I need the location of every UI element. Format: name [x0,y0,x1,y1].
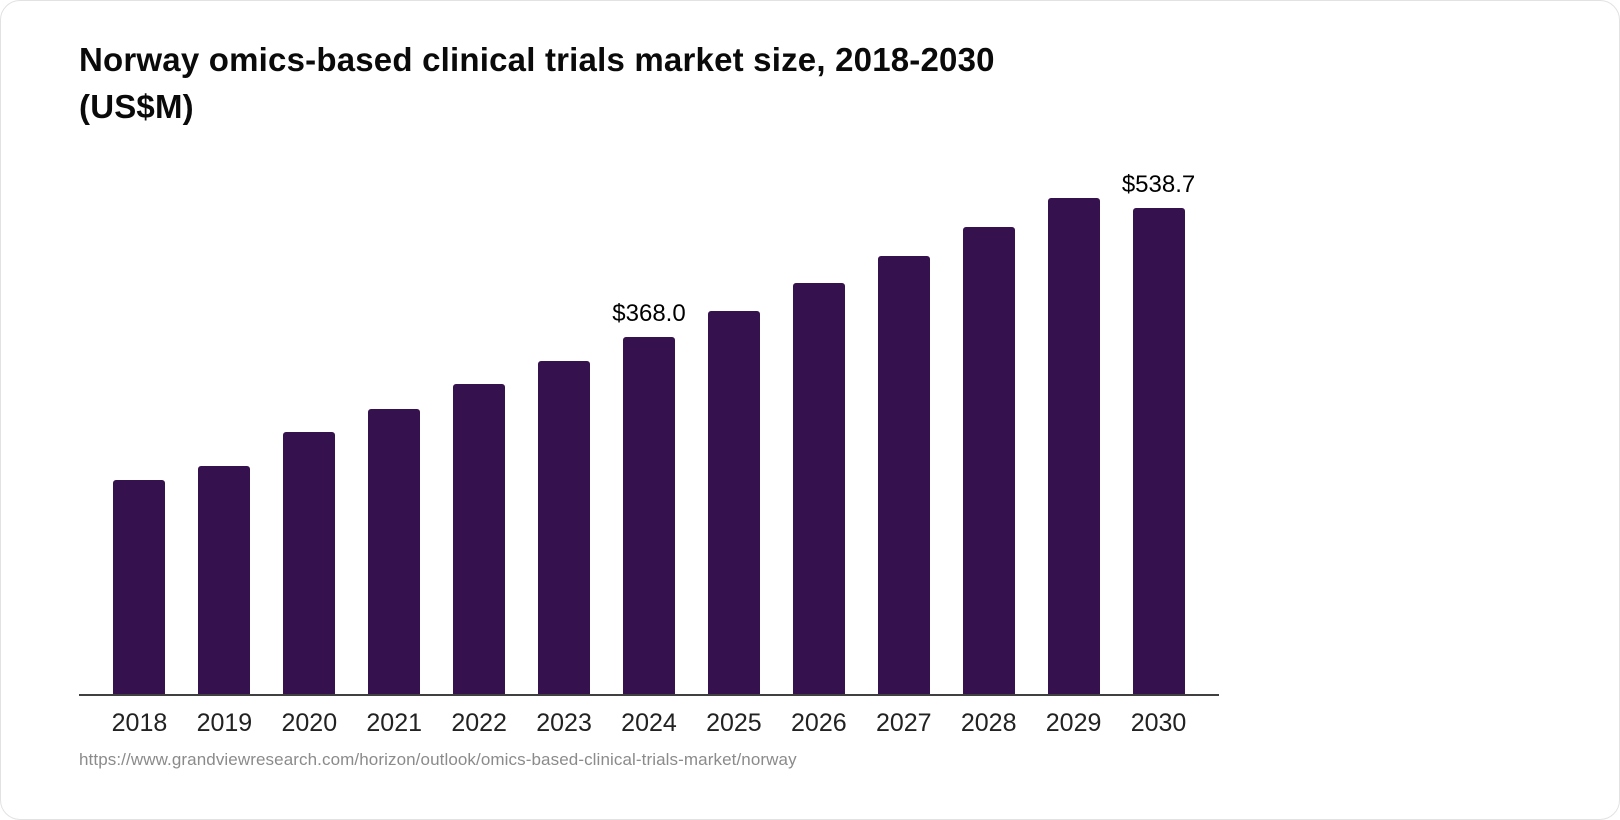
bar-chart: $368.0 $538.7 [79,171,1219,694]
bar-slot-2021 [352,171,437,694]
bar-slot-2018 [97,171,182,694]
x-axis-label-2025: 2025 [706,709,762,737]
bar-2023 [538,361,591,694]
x-axis-label-2018: 2018 [111,709,168,737]
bar-2029 [1047,198,1100,694]
bar-slot-2028 [946,171,1031,694]
bar-slot-2020 [267,171,352,694]
bar-slot-2029 [1031,171,1116,694]
x-axis-label-2019: 2019 [196,709,253,737]
bar-2024 [622,337,675,694]
bar-value-label-2030: $538.7 [1121,171,1196,198]
x-axis-label-2023: 2023 [536,709,592,737]
bar-value-label-2024: $368.0 [612,300,686,327]
x-axis-label-2028: 2028 [960,709,1017,737]
x-axis-label-2030: 2030 [1130,709,1187,737]
bar-2028 [962,227,1015,694]
bar-slot-2025 [691,171,776,694]
source-url: https://www.grandviewresearch.com/horizo… [79,750,797,769]
bars-container: $368.0 $538.7 [79,171,1219,694]
bar-slot-2019 [182,171,267,694]
bar-2020 [283,432,336,694]
bar-2018 [113,480,166,694]
bar-2027 [877,256,930,694]
bar-2019 [198,466,251,694]
bar-slot-2024: $368.0 [607,171,692,694]
bar-2030 [1132,208,1185,694]
x-axis-label-2022: 2022 [451,709,507,737]
bar-slot-2027 [861,171,946,694]
chart-title-line2: (US$M) [79,87,194,125]
bar-2021 [368,409,421,694]
chart-title: Norway omics-based clinical trials marke… [79,37,1159,131]
x-axis-label-2024: 2024 [621,709,677,737]
bar-2026 [792,283,845,694]
bar-slot-2023 [522,171,607,694]
chart-title-line1: Norway omics-based clinical trials marke… [79,41,995,78]
bar-2022 [453,384,506,694]
bar-slot-2030: $538.7 [1116,171,1201,694]
x-axis-label-2029: 2029 [1045,709,1102,737]
bar-slot-2022 [437,171,522,694]
x-axis-label-2026: 2026 [791,709,847,737]
bar-2025 [707,311,760,694]
bar-slot-2026 [776,171,861,694]
x-axis-label-2020: 2020 [281,709,338,737]
x-axis-labels: 2018 2019 2020 2021 2022 2023 2024 2025 2026 2027… [79,709,1219,738]
x-axis-label-2021: 2021 [366,709,423,737]
x-axis-label-2027: 2027 [875,709,932,737]
x-axis-line [79,694,1219,696]
